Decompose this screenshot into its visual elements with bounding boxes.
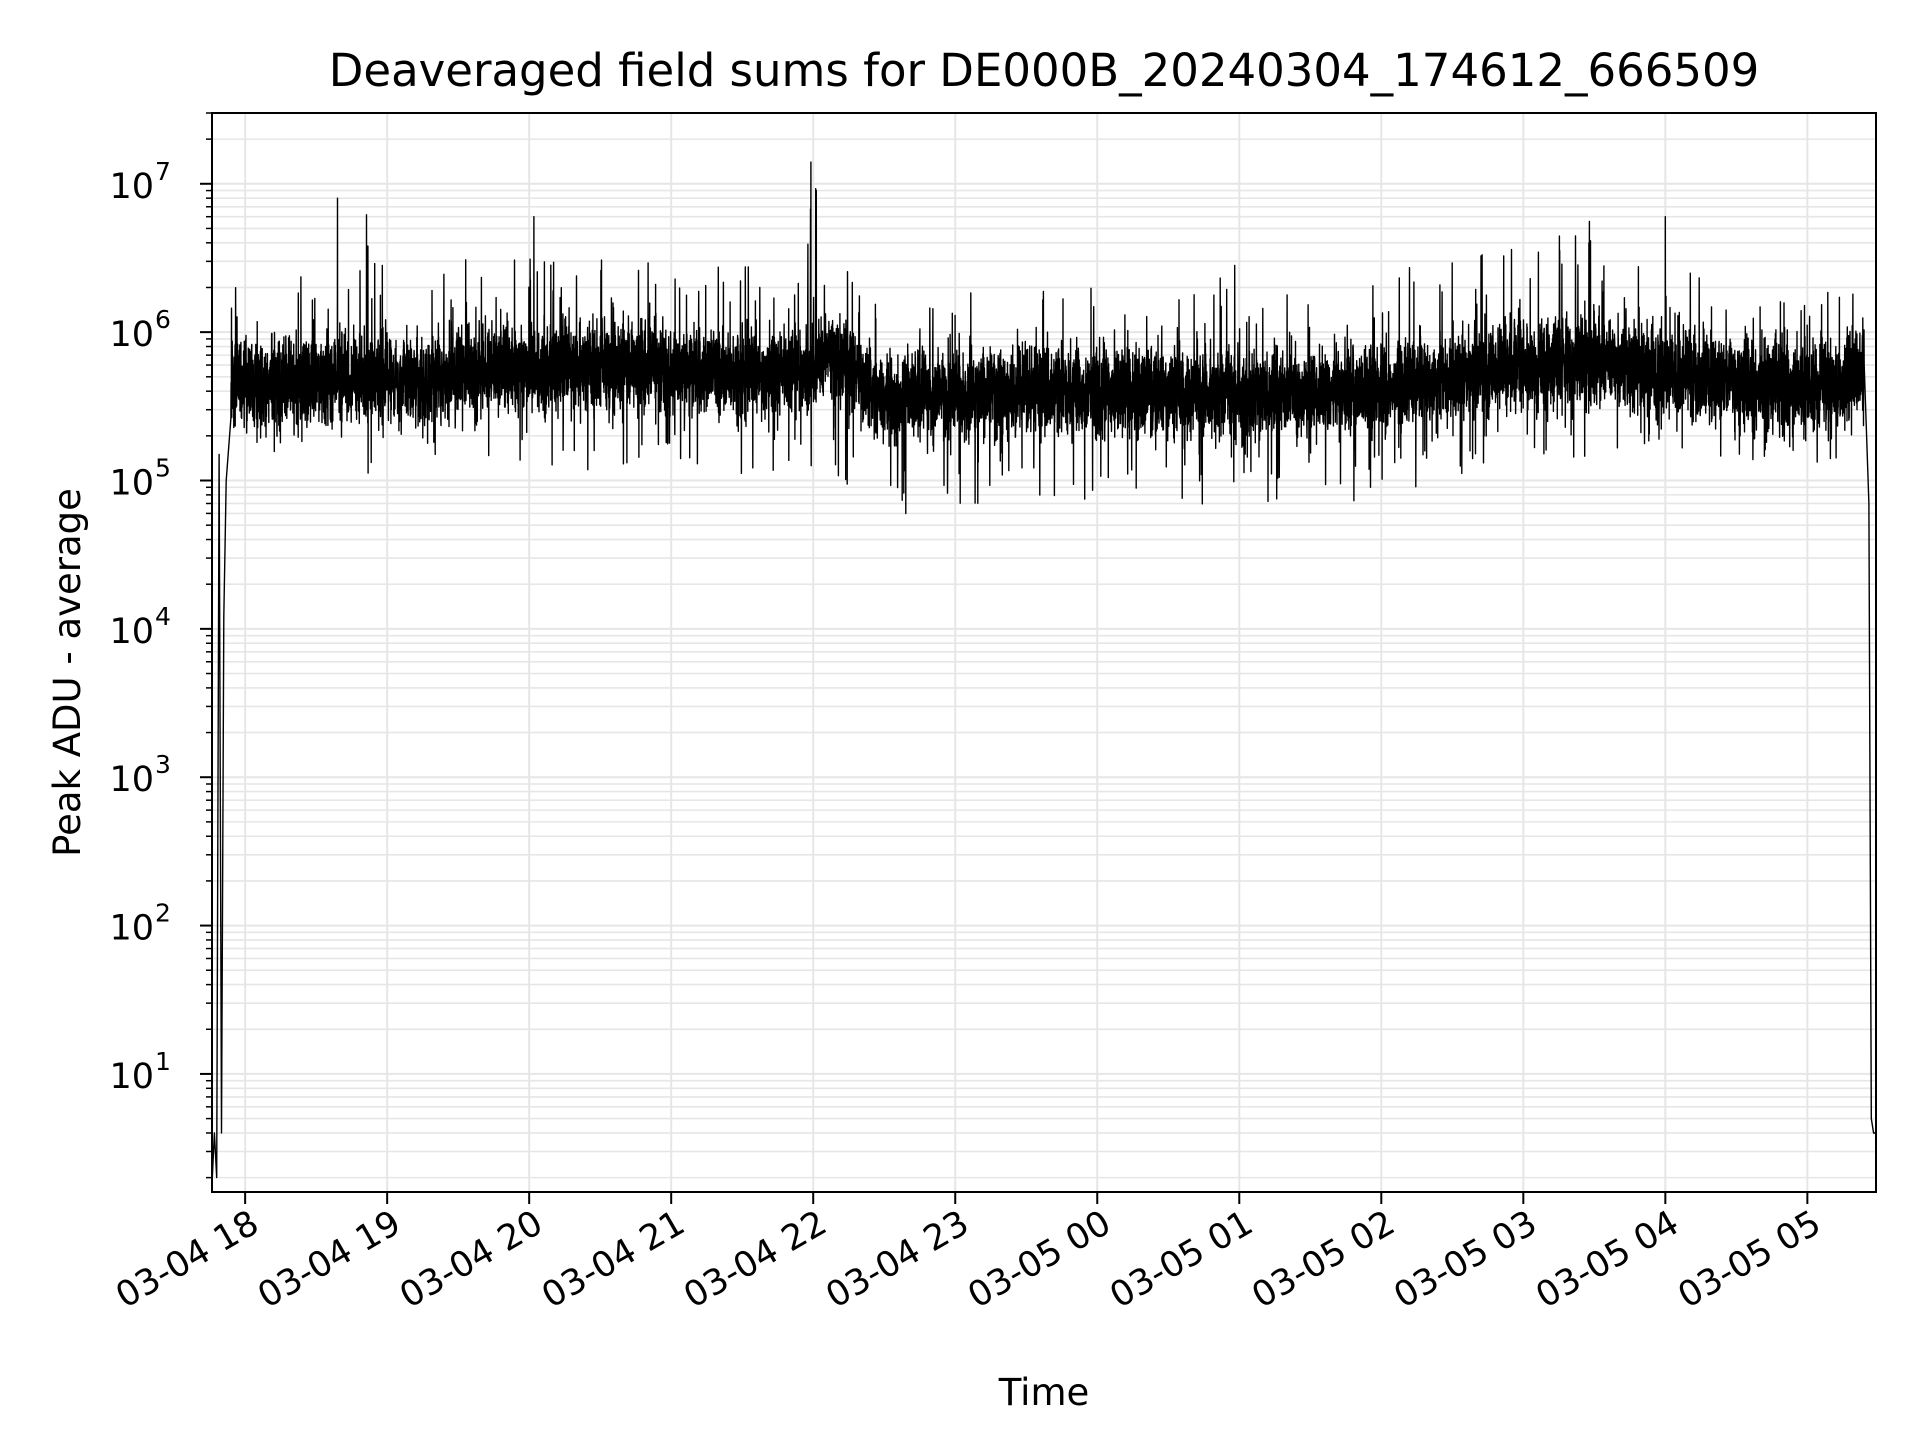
series-line: [211, 161, 1876, 1185]
y-tick-label: 10: [109, 1057, 154, 1097]
y-tick-label: 10: [109, 909, 154, 949]
y-tick-exponent: 2: [155, 899, 171, 928]
y-tick-exponent: 6: [155, 305, 171, 334]
y-tick-exponent: 1: [155, 1047, 171, 1076]
y-tick-label: 10: [109, 463, 154, 503]
y-tick-exponent: 5: [155, 453, 171, 482]
y-tick-label: 10: [109, 612, 154, 652]
y-tick-exponent: 7: [155, 157, 171, 186]
y-tick-exponent: 4: [155, 602, 171, 631]
y-axis-label: Peak ADU - average: [46, 488, 89, 857]
y-tick-exponent: 3: [155, 750, 171, 779]
y-tick-label: 10: [109, 760, 154, 800]
y-tick-label: 10: [109, 167, 154, 207]
x-axis-label: Time: [998, 1371, 1090, 1414]
chart-title: Deaveraged field sums for DE000B_2024030…: [329, 44, 1760, 97]
y-tick-label: 10: [109, 315, 154, 355]
data-layer: [211, 161, 1876, 1185]
